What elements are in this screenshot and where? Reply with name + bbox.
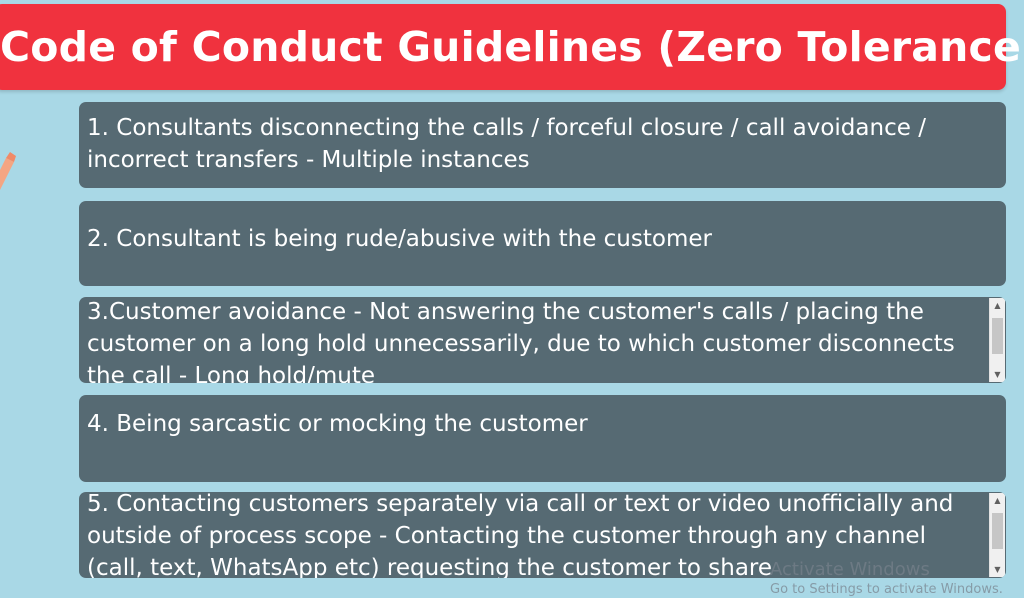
title-banner: Code of Conduct Guidelines (Zero Toleran… xyxy=(0,4,1024,90)
guideline-item-text: 3.Customer avoidance - Not answering the… xyxy=(87,299,955,383)
item-5-scrollbar[interactable]: ▲ ▼ xyxy=(989,493,1005,577)
guideline-item-4: 4. Being sarcastic or mocking the custom… xyxy=(79,395,1006,482)
scroll-up-arrow-icon[interactable]: ▲ xyxy=(994,301,1001,310)
activate-windows-watermark: Activate Windows xyxy=(770,559,930,580)
guideline-item-text: 5. Contacting customers separately via c… xyxy=(87,492,954,578)
scrollbar-thumb[interactable] xyxy=(992,318,1003,354)
scrollbar-thumb[interactable] xyxy=(992,513,1003,549)
guideline-item-text: 1. Consultants disconnecting the calls /… xyxy=(87,115,926,173)
scroll-down-arrow-icon[interactable]: ▼ xyxy=(994,565,1001,574)
guideline-item-3: 3.Customer avoidance - Not answering the… xyxy=(79,297,1006,383)
guideline-item-5: 5. Contacting customers separately via c… xyxy=(79,492,1006,578)
pen-decoration-icon xyxy=(0,152,16,190)
guideline-item-text: 2. Consultant is being rude/abusive with… xyxy=(87,226,712,252)
scroll-down-arrow-icon[interactable]: ▼ xyxy=(994,370,1001,379)
page-title: Code of Conduct Guidelines (Zero Toleran… xyxy=(0,23,1024,71)
scroll-up-arrow-icon[interactable]: ▲ xyxy=(994,496,1001,505)
guideline-item-1: 1. Consultants disconnecting the calls /… xyxy=(79,102,1006,188)
activate-windows-subtext: Go to Settings to activate Windows. xyxy=(770,582,1003,597)
item-3-scrollbar[interactable]: ▲ ▼ xyxy=(989,298,1005,382)
guideline-item-text: 4. Being sarcastic or mocking the custom… xyxy=(87,411,588,437)
guideline-item-2: 2. Consultant is being rude/abusive with… xyxy=(79,201,1006,286)
